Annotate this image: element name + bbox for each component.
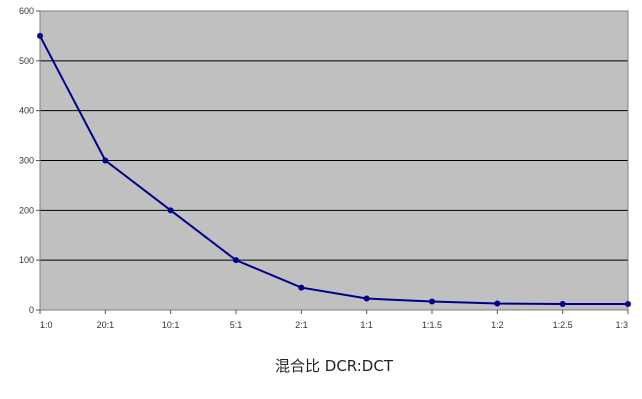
x-tick-label: 1:3 [615, 320, 628, 330]
x-tick-label: 1:2 [491, 320, 504, 330]
y-axis-ticks: 0 100 200 300 400 500 600 [19, 6, 40, 315]
x-tick-label: 1:1 [360, 320, 373, 330]
series-layer [37, 32, 631, 308]
x-tick-label: 1:1.5 [422, 320, 442, 330]
data-point [298, 284, 305, 291]
data-point [102, 157, 109, 164]
x-tick-label: 2:1 [295, 320, 308, 330]
x-tick-label: 1:0 [40, 320, 53, 330]
y-tick-label: 500 [19, 56, 34, 66]
series-line [39, 35, 628, 306]
y-tick-label: 300 [19, 156, 34, 166]
data-point [429, 298, 435, 305]
y-tick-label: 600 [19, 6, 34, 16]
y-tick-label: 400 [19, 106, 34, 116]
data-point [625, 301, 631, 308]
x-tick-label: 20:1 [97, 320, 115, 330]
x-tick-label: 10:1 [162, 320, 180, 330]
data-point [494, 300, 501, 307]
y-tick-label: 200 [19, 205, 34, 215]
data-point [559, 301, 566, 308]
data-point [233, 257, 239, 264]
x-tick-label: 1:2.5 [553, 320, 573, 330]
x-tick-label: 5:1 [230, 320, 243, 330]
data-point [37, 32, 43, 39]
x-axis-ticks: 1:0 20:1 10:1 5:1 2:1 1:1 1:1.5 1:2 1:2.5 1:3 [39, 310, 629, 330]
y-tick-label: 100 [19, 255, 34, 265]
x-axis-title: 混合比 DCR:DCT [275, 357, 394, 375]
y-tick-label: 0 [29, 305, 34, 315]
data-point [167, 207, 174, 214]
data-point [363, 295, 370, 302]
